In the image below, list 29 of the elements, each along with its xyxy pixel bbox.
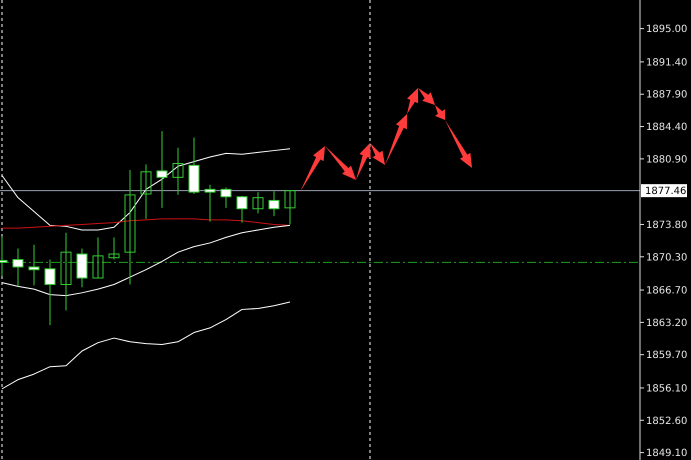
y-tick-label: 1866.70 — [646, 286, 688, 297]
y-tick-label: 1891.40 — [646, 57, 688, 68]
candlestick — [220, 187, 232, 208]
y-tick-label: 1856.10 — [646, 383, 688, 394]
y-tick-label: 1887.90 — [646, 90, 688, 101]
y-tick-label: 1849.10 — [646, 448, 688, 460]
candlestick — [28, 244, 40, 286]
candlestick — [172, 147, 184, 196]
candlestick — [204, 184, 216, 222]
candlestick — [268, 190, 280, 217]
candlestick — [252, 192, 264, 214]
candlestick — [60, 232, 72, 311]
line-series — [2, 218, 290, 229]
y-tick-label: 1870.30 — [646, 252, 688, 264]
candlestick — [284, 190, 296, 225]
y-tick-label: 1859.70 — [646, 350, 688, 362]
candlestick — [92, 236, 104, 279]
y-tick-label: 1852.60 — [646, 416, 688, 427]
candlestick — [12, 248, 24, 287]
candlestick — [124, 169, 136, 285]
y-tick-label: 1884.40 — [646, 122, 688, 134]
y-tick-label: 1863.20 — [646, 318, 688, 329]
y-tick-label: 1880.90 — [646, 154, 688, 166]
candlestick — [108, 236, 120, 260]
candlestick — [236, 195, 248, 224]
y-tick-label: 1873.80 — [646, 220, 688, 231]
y-tick-label: 1895.00 — [646, 24, 688, 36]
ref-line-label: 1877.46 — [645, 186, 686, 198]
candlestick — [140, 164, 152, 220]
